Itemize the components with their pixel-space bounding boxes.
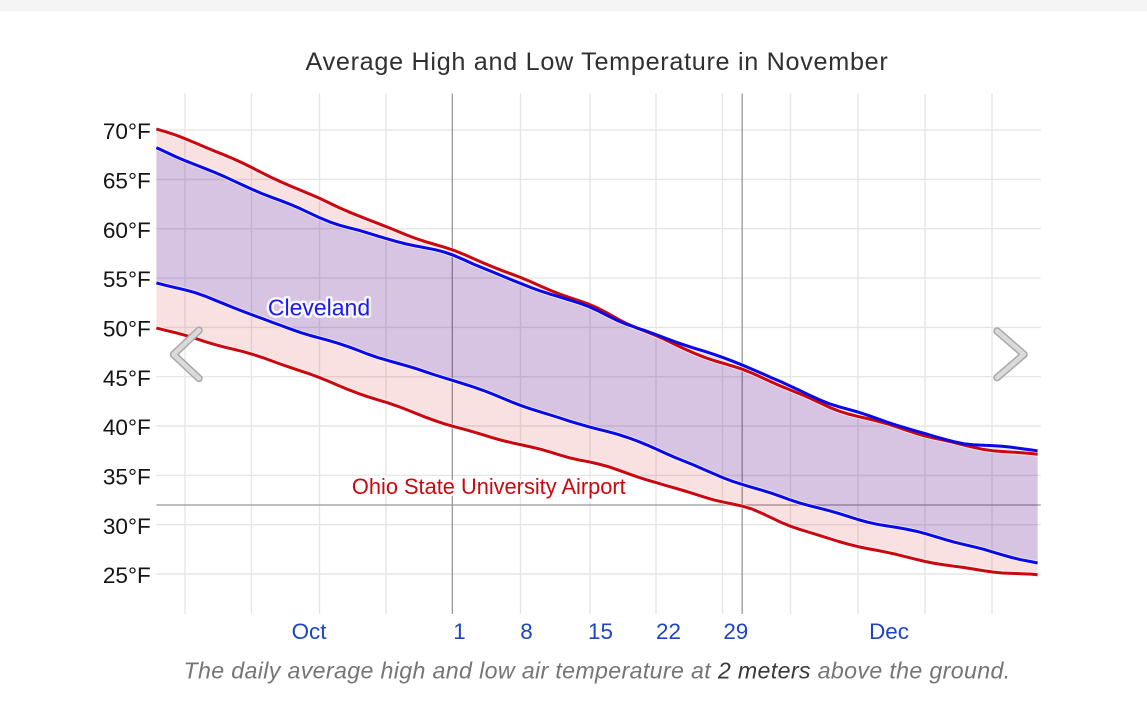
svg-text:55°F: 55°F bbox=[103, 267, 151, 292]
svg-text:The daily average high and low: The daily average high and low air tempe… bbox=[183, 658, 1010, 684]
svg-text:70°F: 70°F bbox=[103, 119, 151, 144]
svg-text:8: 8 bbox=[520, 619, 532, 644]
svg-text:35°F: 35°F bbox=[103, 465, 151, 490]
svg-text:45°F: 45°F bbox=[103, 366, 151, 391]
svg-text:15: 15 bbox=[588, 619, 613, 644]
svg-text:22: 22 bbox=[656, 619, 681, 644]
svg-text:Oct: Oct bbox=[292, 619, 328, 644]
svg-text:Dec: Dec bbox=[869, 619, 909, 644]
svg-text:40°F: 40°F bbox=[103, 415, 151, 440]
svg-text:30°F: 30°F bbox=[103, 514, 151, 539]
svg-text:29: 29 bbox=[723, 619, 748, 644]
svg-text:25°F: 25°F bbox=[103, 563, 151, 588]
svg-text:1: 1 bbox=[453, 619, 465, 644]
svg-text:Ohio State University Airport: Ohio State University Airport bbox=[352, 474, 626, 499]
svg-text:60°F: 60°F bbox=[103, 218, 151, 243]
svg-text:50°F: 50°F bbox=[103, 317, 151, 342]
svg-text:Cleveland: Cleveland bbox=[268, 295, 370, 321]
svg-text:65°F: 65°F bbox=[103, 169, 151, 194]
svg-text:Average High and Low Temperatu: Average High and Low Temperature in Nove… bbox=[306, 48, 889, 76]
